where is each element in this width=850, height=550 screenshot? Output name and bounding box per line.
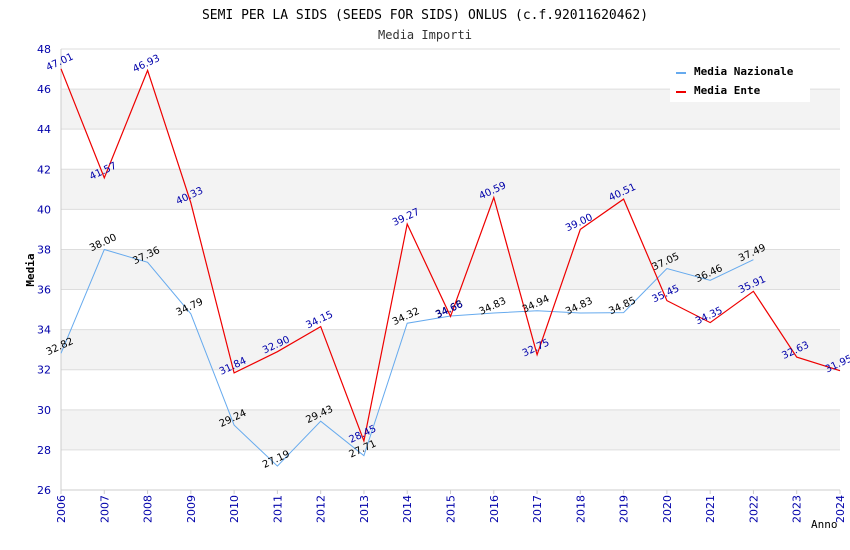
y-tick-label: 34 [37,324,51,337]
x-tick-label: 2021 [704,495,717,523]
series-lines [60,68,841,467]
y-tick-label: 46 [37,83,51,96]
x-tick-label: 2011 [271,495,284,523]
band-30-32 [61,369,840,410]
y-tick-label: 42 [37,163,51,176]
x-tick-label: 2013 [358,495,371,523]
y-tick-label: 30 [37,404,51,417]
band-38-40 [61,209,840,250]
legend: Media Nazionale Media Ente [670,60,810,102]
x-tick-label: 2006 [55,495,68,523]
y-tick-label: 48 [37,43,51,56]
x-tick-label: 2010 [228,495,241,523]
x-tick-label: 2022 [747,495,760,523]
band-26-28 [61,449,840,490]
x-tick-label: 2018 [574,495,587,523]
x-tick-label: 2016 [488,495,501,523]
x-tick-label: 2019 [618,495,631,523]
y-tick-label: 32 [37,364,51,377]
legend-box [670,60,810,102]
y-tick-label: 28 [37,444,51,457]
y-tick-label: 38 [37,243,51,256]
x-tick-label: 2007 [98,495,111,523]
x-tick-label: 2017 [531,495,544,523]
chart-title: SEMI PER LA SIDS (SEEDS FOR SIDS) ONLUS … [202,8,648,23]
x-tick-label: 2020 [661,495,674,523]
background-bands [61,49,840,490]
series-line-ente [60,68,841,444]
x-tick-label: 2012 [315,495,328,523]
band-28-30 [61,409,840,450]
y-tick-label: 26 [37,484,51,497]
x-tick-label: 2009 [185,495,198,523]
band-42-44 [61,129,840,170]
legend-label-nazionale: Media Nazionale [694,65,794,78]
y-axis-label: Media [24,253,37,286]
band-36-38 [61,249,840,290]
x-tick-label: 2023 [791,495,804,523]
band-32-34 [61,329,840,370]
gridlines [61,48,840,491]
y-tick-label: 40 [37,203,51,216]
y-tick-label: 36 [37,284,51,297]
x-tick-label: 2008 [142,495,155,523]
x-tick-label: 2015 [445,495,458,523]
y-tick-label: 44 [37,123,51,136]
x-axis-label: Anno [811,518,838,531]
axes: 26 28 30 32 34 36 38 40 42 44 46 48 2006 2007 2008 2009… [37,43,847,523]
chart-subtitle: Media Importi [378,28,472,42]
series-line-nazionale [60,248,754,467]
x-tick-label: 2014 [401,495,414,523]
x-tick-label: 2024 [834,495,847,523]
legend-label-ente: Media Ente [694,84,761,97]
